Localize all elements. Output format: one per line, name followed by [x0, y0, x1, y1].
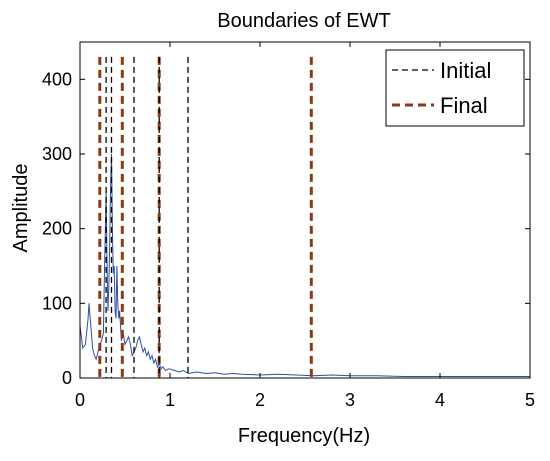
- legend-final-label: Final: [440, 93, 488, 118]
- y-tick-label: 400: [42, 69, 72, 89]
- y-axis-label: Amplitude: [10, 164, 32, 253]
- x-tick-label: 0: [75, 390, 85, 410]
- y-tick-label: 100: [42, 293, 72, 313]
- chart-title: Boundaries of EWT: [217, 10, 390, 32]
- legend-box: [385, 49, 525, 127]
- legend-initial-label: Initial: [440, 58, 491, 83]
- y-tick-label: 300: [42, 144, 72, 164]
- plot-area: 0 1 2 3 4 5 0 100 200 300 400 Initial Final: [42, 41, 535, 410]
- x-tick-label: 3: [345, 390, 355, 410]
- x-tick-label: 5: [525, 390, 535, 410]
- x-tick-label: 4: [435, 390, 445, 410]
- y-tick-label: 200: [42, 219, 72, 239]
- y-tick-label: 0: [62, 368, 72, 388]
- axes-box: [79, 41, 531, 379]
- x-axis-label: Frequency(Hz): [238, 425, 370, 447]
- spectrum-line: [79, 153, 530, 377]
- x-tick-label: 1: [165, 390, 175, 410]
- x-tick-label: 2: [255, 390, 265, 410]
